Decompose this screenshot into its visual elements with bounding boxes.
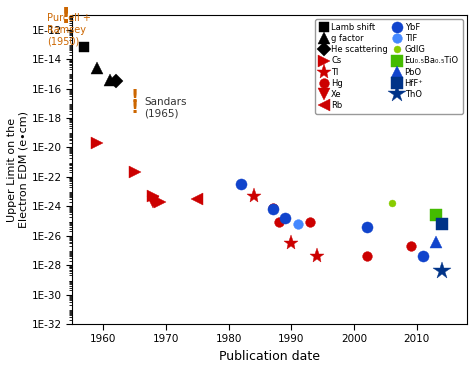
Text: !: ! [61,7,71,27]
X-axis label: Publication date: Publication date [219,350,320,363]
Y-axis label: Upper Limit on the
Electron EDM (e•cm): Upper Limit on the Electron EDM (e•cm) [7,111,28,228]
Text: !: ! [130,100,139,117]
Legend: Lamb shift, g factor, He scattering, Cs, Tl, Hg, Xe, Rb, YbF, TlF, GdIG, Eu₀.₅Ba: Lamb shift, g factor, He scattering, Cs,… [315,19,463,114]
Text: !: ! [130,88,139,106]
Text: Sandars
(1965): Sandars (1965) [144,97,186,118]
Text: Purcell +
Ramsey
(1950): Purcell + Ramsey (1950) [47,13,91,47]
